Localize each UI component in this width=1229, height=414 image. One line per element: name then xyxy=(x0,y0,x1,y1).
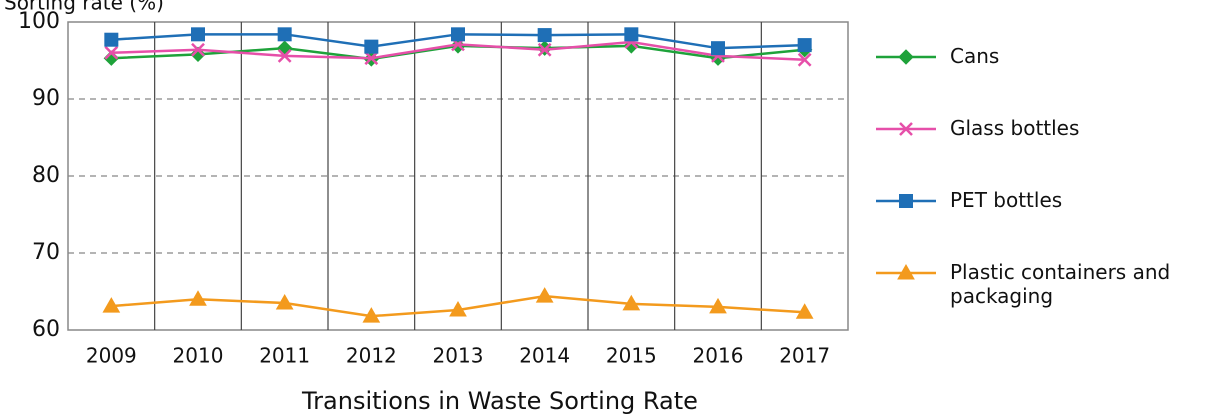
x-tick-label: 2009 xyxy=(86,344,137,368)
y-tick-label: 60 xyxy=(32,317,60,342)
marker xyxy=(537,42,552,57)
marker xyxy=(104,45,119,60)
marker xyxy=(364,39,379,54)
marker xyxy=(364,51,379,66)
marker xyxy=(797,38,812,53)
y-tick-label: 100 xyxy=(18,9,60,34)
x-tick-label: 2017 xyxy=(779,344,830,368)
marker xyxy=(709,297,727,314)
chart-title: Transitions in Waste Sorting Rate xyxy=(301,387,698,414)
x-tick-label: 2010 xyxy=(173,344,224,368)
marker xyxy=(624,27,639,42)
legend-label: PET bottles xyxy=(950,188,1063,212)
legend-item: Glass bottles xyxy=(950,116,1080,140)
x-tick-label: 2011 xyxy=(259,344,310,368)
x-tick-label: 2014 xyxy=(519,344,570,368)
marker xyxy=(102,297,121,313)
legend-label: Cans xyxy=(950,44,1000,68)
marker xyxy=(275,294,294,310)
x-tick-label: 2012 xyxy=(346,344,397,368)
marker xyxy=(899,122,913,136)
marker xyxy=(276,40,293,56)
marker xyxy=(362,307,381,323)
y-tick-label: 90 xyxy=(32,86,60,111)
x-tick-label: 2016 xyxy=(693,344,744,368)
marker xyxy=(535,287,554,303)
legend-item: PET bottles xyxy=(950,188,1063,212)
marker xyxy=(451,27,465,42)
y-tick-label: 80 xyxy=(32,163,60,188)
marker xyxy=(191,42,205,57)
marker xyxy=(277,48,292,63)
x-tick-label: 2015 xyxy=(606,344,657,368)
marker xyxy=(899,194,913,208)
marker xyxy=(104,32,119,47)
legend-item: Plastic containers and packaging xyxy=(950,260,1171,308)
marker xyxy=(449,300,467,317)
marker xyxy=(795,303,814,319)
legend-label: Glass bottles xyxy=(950,116,1080,140)
marker xyxy=(277,27,292,42)
legend-label: Plastic containers and packaging xyxy=(950,260,1171,308)
y-tick-label: 70 xyxy=(32,240,60,265)
marker xyxy=(797,52,812,67)
marker xyxy=(537,28,552,43)
marker xyxy=(622,294,641,311)
marker xyxy=(711,41,725,56)
marker xyxy=(191,27,205,42)
marker xyxy=(897,263,915,280)
marker xyxy=(898,49,914,65)
legend-item: Cans xyxy=(950,44,1000,68)
y-axis-label: Sorting rate (%) xyxy=(4,0,164,15)
x-tick-label: 2013 xyxy=(433,344,484,368)
marker xyxy=(189,290,207,306)
